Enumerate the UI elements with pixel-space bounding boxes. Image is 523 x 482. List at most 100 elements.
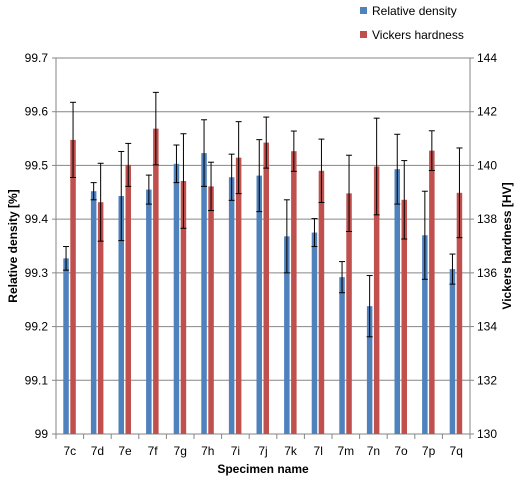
error-bar-relative-density-7h: [201, 119, 208, 187]
y-axis-title: Relative density [%]: [6, 189, 20, 302]
x-tick-label: 7e: [118, 444, 132, 458]
x-tick-label: 7i: [231, 444, 240, 458]
y-tick-label: 99.3: [25, 266, 49, 280]
error-bar-relative-density-7q: [449, 253, 456, 285]
error-bar-relative-density-7j: [256, 139, 263, 213]
gridlines: [56, 111, 470, 381]
x-tick-label: 7k: [284, 444, 298, 458]
error-bar-relative-density-7g: [173, 144, 180, 184]
bar-vickers-hardness-7m: [346, 193, 352, 434]
bar-relative-density-7l: [311, 232, 318, 434]
x-tick-label: 7c: [63, 444, 76, 458]
error-bar-vickers-hardness-7l: [318, 138, 325, 203]
error-bar-vickers-hardness-7o: [401, 160, 408, 240]
x-tick-label: 7n: [367, 444, 380, 458]
error-bar-vickers-hardness-7p: [428, 130, 435, 172]
error-bar-vickers-hardness-7m: [346, 154, 353, 232]
bar-relative-density-7d: [90, 191, 97, 434]
bar-vickers-hardness-7e: [125, 164, 131, 435]
bars: [63, 128, 463, 435]
bar-vickers-hardness-7o: [401, 199, 407, 434]
y-tick-label: 99.5: [25, 158, 49, 172]
bar-relative-density-7o: [394, 169, 400, 434]
x-axis-title: Specimen name: [217, 462, 309, 476]
bar-vickers-hardness-7p: [429, 150, 435, 434]
error-bar-vickers-hardness-7i: [235, 121, 242, 195]
bar-relative-density-7f: [146, 189, 152, 434]
bar-relative-density-7k: [284, 236, 290, 434]
y-tick-label: 99.2: [25, 320, 49, 334]
error-bar-relative-density-7n: [366, 275, 373, 338]
error-bar-relative-density-7k: [283, 199, 290, 274]
bar-relative-density-7e: [118, 196, 124, 434]
error-bar-relative-density-7l: [311, 218, 318, 248]
bar-relative-density-7p: [422, 235, 428, 434]
y-tick-label: 99.1: [25, 373, 49, 387]
bar-vickers-hardness-7n: [373, 166, 380, 434]
error-bar-vickers-hardness-7j: [263, 116, 270, 169]
bar-relative-density-7c: [63, 258, 69, 434]
y2-tick-label: 140: [477, 158, 497, 172]
y2-axis-ticks: 130 132 134 136 138 140 142 144: [470, 51, 497, 441]
x-tick-label: 7l: [314, 444, 323, 458]
y2-tick-label: 136: [477, 266, 497, 280]
bar-vickers-hardness-7l: [318, 170, 325, 435]
y2-tick-label: 138: [477, 212, 497, 226]
y2-tick-label: 132: [477, 373, 497, 387]
error-bar-relative-density-7e: [118, 150, 125, 242]
error-bar-relative-density-7m: [339, 261, 346, 294]
bar-vickers-hardness-7c: [70, 139, 76, 434]
x-tick-label: 7j: [258, 444, 267, 458]
error-bar-relative-density-7i: [228, 153, 235, 201]
legend-label-relative-density: Relative density: [372, 4, 457, 18]
y-tick-label: 99.6: [25, 105, 49, 119]
x-tick-label: 7d: [91, 444, 104, 458]
bar-relative-density-7m: [339, 277, 345, 434]
legend-swatch-vickers-hardness: [360, 31, 367, 38]
error-bar-relative-density-7o: [394, 133, 401, 205]
bar-relative-density-7h: [201, 153, 207, 434]
bar-relative-density-7j: [256, 175, 262, 435]
error-bar-vickers-hardness-7k: [290, 130, 297, 172]
y2-tick-label: 144: [477, 51, 497, 65]
error-bar-vickers-hardness-7n: [373, 117, 380, 216]
x-tick-label: 7o: [394, 444, 408, 458]
x-tick-label: 7h: [201, 444, 214, 458]
bar-vickers-hardness-7j: [263, 142, 269, 434]
bar-vickers-hardness-7k: [291, 151, 297, 435]
x-tick-label: 7g: [174, 444, 187, 458]
error-bar-relative-density-7p: [421, 190, 428, 280]
bar-vickers-hardness-7h: [208, 186, 214, 434]
bar-relative-density-7n: [366, 306, 373, 434]
plot-area: [55, 57, 471, 435]
bar-vickers-hardness-7d: [97, 202, 104, 434]
error-bar-relative-density-7c: [63, 246, 70, 271]
y2-axis-title: Vickers hardness [HV]: [500, 182, 514, 309]
error-bar-vickers-hardness-7g: [180, 133, 187, 229]
error-bar-vickers-hardness-7e: [125, 142, 132, 187]
legend-swatch-relative-density: [360, 7, 367, 14]
y2-tick-label: 134: [477, 320, 497, 334]
error-bar-vickers-hardness-7h: [208, 161, 215, 212]
legend: Relative density Vickers hardness: [360, 4, 464, 42]
y-tick-label: 99: [35, 427, 49, 441]
bar-relative-density-7q: [449, 269, 456, 434]
bar-relative-density-7i: [228, 177, 235, 434]
y2-tick-label: 142: [477, 105, 497, 119]
error-bar-vickers-hardness-7d: [97, 162, 104, 242]
bar-vickers-hardness-7i: [235, 157, 242, 434]
x-tick-label: 7m: [337, 444, 354, 458]
x-axis-ticks: 7c 7d 7e 7f 7g 7h 7i 7j 7k 7l 7m 7n 7o 7p 7q: [55, 434, 471, 458]
bar-relative-density-7g: [173, 163, 180, 434]
legend-label-vickers-hardness: Vickers hardness: [372, 28, 464, 42]
y2-tick-label: 130: [477, 427, 497, 441]
bar-vickers-hardness-7q: [456, 192, 463, 434]
error-bar-relative-density-7f: [145, 174, 152, 205]
error-bar-vickers-hardness-7q: [456, 147, 463, 239]
x-tick-label: 7f: [148, 444, 159, 458]
x-tick-label: 7q: [450, 444, 463, 458]
y-tick-label: 99.4: [25, 212, 49, 226]
y-tick-label: 99.7: [25, 51, 49, 65]
y-axis-ticks: 99 99.1 99.2 99.3 99.4 99.5 99.6 99.7: [25, 51, 56, 441]
